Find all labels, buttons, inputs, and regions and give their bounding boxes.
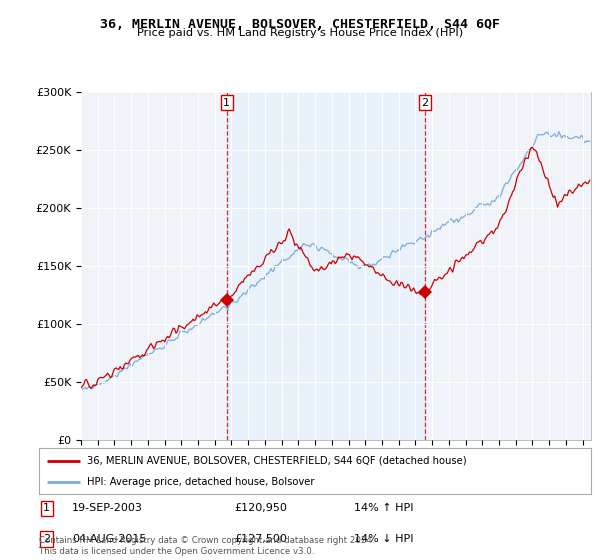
- Text: £120,950: £120,950: [234, 503, 287, 514]
- Text: £127,500: £127,500: [234, 534, 287, 544]
- Text: 1: 1: [43, 503, 50, 514]
- Text: Contains HM Land Registry data © Crown copyright and database right 2024.
This d: Contains HM Land Registry data © Crown c…: [39, 536, 374, 556]
- Bar: [227, 92, 425, 440]
- Text: 36, MERLIN AVENUE, BOLSOVER, CHESTERFIELD, S44 6QF (detached house): 36, MERLIN AVENUE, BOLSOVER, CHESTERFIEL…: [87, 456, 467, 466]
- Text: HPI: Average price, detached house, Bolsover: HPI: Average price, detached house, Bols…: [87, 478, 314, 487]
- Text: 19-SEP-2003: 19-SEP-2003: [72, 503, 143, 514]
- Text: 14% ↓ HPI: 14% ↓ HPI: [354, 534, 413, 544]
- Text: 04-AUG-2015: 04-AUG-2015: [72, 534, 146, 544]
- Text: 36, MERLIN AVENUE, BOLSOVER, CHESTERFIELD, S44 6QF: 36, MERLIN AVENUE, BOLSOVER, CHESTERFIEL…: [100, 18, 500, 31]
- Text: 1: 1: [223, 97, 230, 108]
- Text: 2: 2: [422, 97, 428, 108]
- Text: 2: 2: [43, 534, 50, 544]
- Text: Price paid vs. HM Land Registry's House Price Index (HPI): Price paid vs. HM Land Registry's House …: [137, 28, 463, 38]
- Text: 14% ↑ HPI: 14% ↑ HPI: [354, 503, 413, 514]
